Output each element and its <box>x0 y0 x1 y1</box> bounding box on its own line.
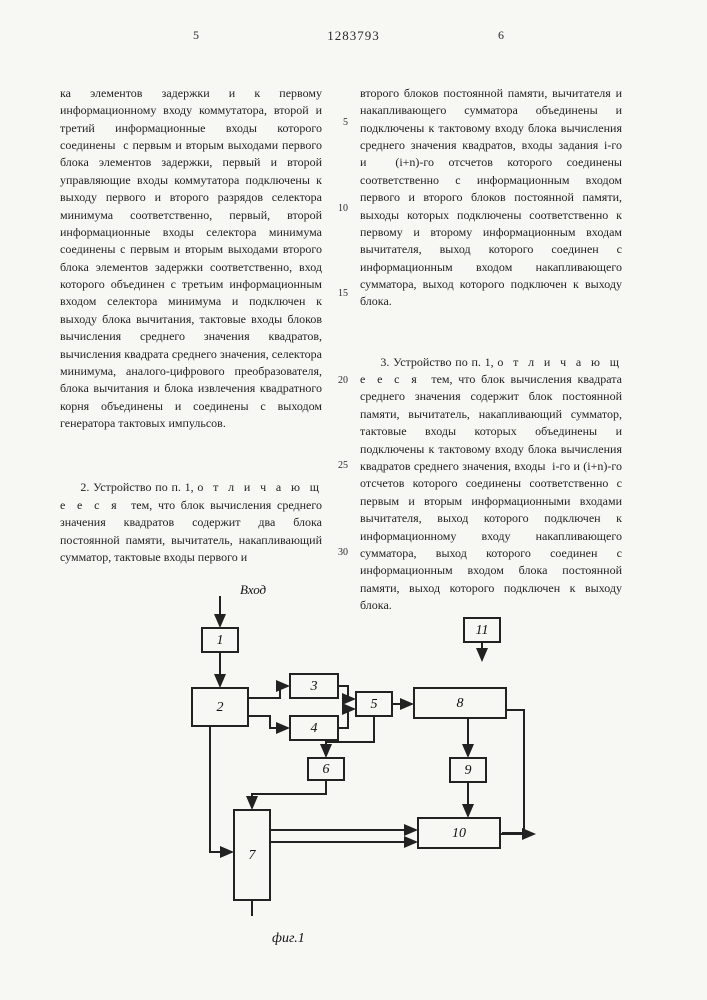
margin-num: 25 <box>328 460 348 471</box>
block-label: 9 <box>465 763 472 778</box>
block-label: 2 <box>217 700 224 715</box>
block-label: 7 <box>249 848 257 863</box>
left-p2: 2. Устройство по п. 1, о т л и ч а ю щ е… <box>60 479 322 566</box>
figure-1: Вход <box>150 582 550 962</box>
figure-caption: фиг.1 <box>272 931 305 946</box>
block-label: 10 <box>452 826 466 841</box>
block-label: 11 <box>476 623 489 638</box>
pagenum-left: 5 <box>193 28 199 43</box>
block-label: 6 <box>323 762 330 777</box>
doc-number: 1283793 <box>327 28 380 44</box>
column-right: второго блоков постоянной памяти, вычита… <box>360 50 622 649</box>
right-p2: 3. Устройство по п. 1, о т л и ч а ю щ е… <box>360 354 622 615</box>
left-p1: ка элементов задержки и к первому информ… <box>60 85 322 433</box>
block-label: 5 <box>371 697 378 712</box>
margin-num: 10 <box>328 203 348 214</box>
input-label: Вход <box>240 582 267 597</box>
margin-num: 15 <box>328 288 348 299</box>
block-label: 3 <box>310 679 318 694</box>
margin-num: 30 <box>328 547 348 558</box>
patent-page: 5 6 1283793 5 10 15 20 25 30 ка элементо… <box>0 0 707 1000</box>
block-label: 4 <box>311 721 318 736</box>
figure-svg: Вход <box>150 582 550 962</box>
margin-num: 20 <box>328 375 348 386</box>
pagenum-right: 6 <box>498 28 504 43</box>
block-label: 8 <box>457 696 464 711</box>
margin-num: 5 <box>328 117 348 128</box>
column-left: ка элементов задержки и к первому информ… <box>60 50 322 601</box>
right-p1: второго блоков постоянной памяти, вычита… <box>360 85 622 311</box>
block-label: 1 <box>217 633 224 648</box>
